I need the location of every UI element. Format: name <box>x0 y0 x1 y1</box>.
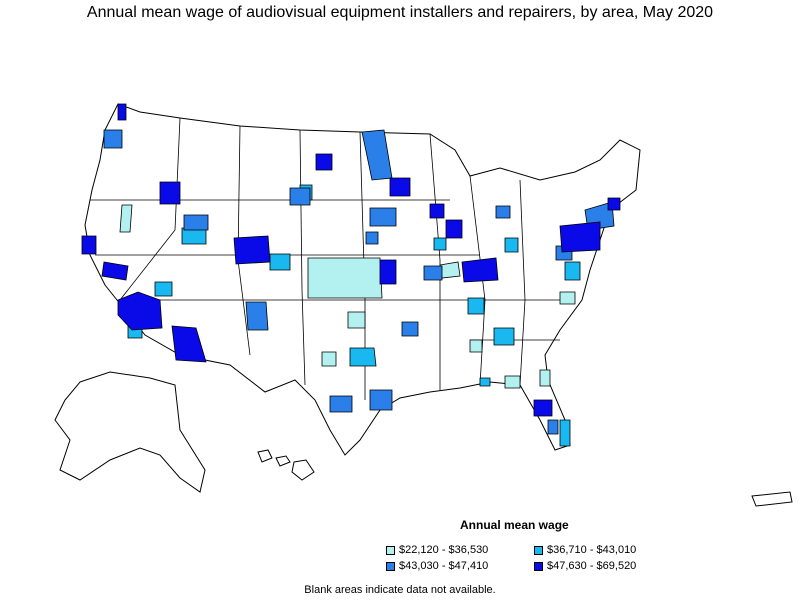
legend-swatch <box>386 561 395 571</box>
wage-band-4-areas <box>81 103 621 417</box>
wage-band-3-areas <box>103 129 615 435</box>
legend-title: Annual mean wage <box>460 518 569 532</box>
legend-item-band-1: $22,120 - $36,530 <box>386 544 488 556</box>
legend-label: $43,030 - $47,410 <box>399 560 489 572</box>
legend-swatch <box>534 561 543 571</box>
map-title: Annual mean wage of audiovisual equipmen… <box>86 4 714 21</box>
hawaii-island <box>291 459 315 481</box>
legend-label: $47,630 - $69,520 <box>547 560 637 572</box>
legend-swatch <box>386 545 395 555</box>
legend-item-band-2: $36,710 - $43,010 <box>534 544 636 556</box>
hawaii-island <box>275 455 291 467</box>
hawaii-island <box>257 449 273 463</box>
puerto-rico-outline <box>751 491 793 507</box>
legend-label: $22,120 - $36,530 <box>399 544 489 556</box>
legend-item-band-4: $47,630 - $69,520 <box>534 560 636 572</box>
wage-band-1-areas <box>119 204 576 389</box>
legend-swatch <box>534 545 543 555</box>
footnote: Blank areas indicate data not available. <box>304 584 496 596</box>
legend-label: $36,710 - $43,010 <box>547 544 637 556</box>
alaska-outline <box>54 371 206 493</box>
legend-item-band-3: $43,030 - $47,410 <box>386 560 488 572</box>
